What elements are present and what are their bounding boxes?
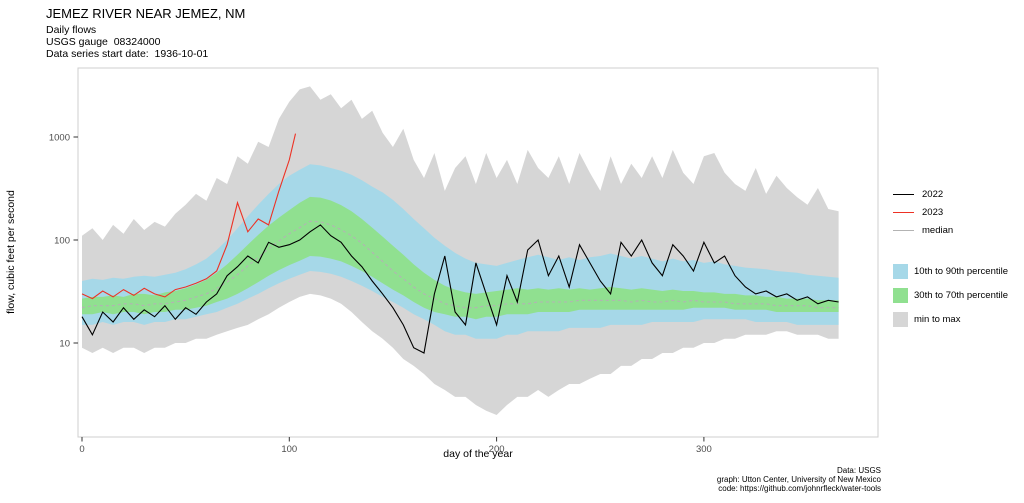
legend: 2022 2023 median 10th to 90th percentile… xyxy=(893,185,1008,331)
x-tick-label: 0 xyxy=(79,444,84,455)
legend-item-30-70-percentile: 30th to 70th percentile xyxy=(893,283,1008,307)
legend-item-min-max: min to max xyxy=(893,307,1008,331)
caption-data-source: Data: USGS xyxy=(836,466,881,475)
subtitle-line-daily-flows: Daily flows xyxy=(46,24,97,36)
subtitle-line-start-date: Data series start date: 1936-10-01 xyxy=(46,48,209,60)
legend-label-2022: 2022 xyxy=(922,188,944,200)
x-tick-label: 200 xyxy=(489,444,505,455)
caption-graph-credit: graph: Utton Center, University of New M… xyxy=(716,475,881,484)
series-2023 xyxy=(81,133,297,300)
line-key-2022 xyxy=(893,193,914,195)
line-key-median xyxy=(893,229,914,231)
caption: Data: USGS graph: Utton Center, Universi… xyxy=(717,466,881,493)
legend-label-30-70: 30th to 70th percentile xyxy=(914,289,1009,301)
chart-title: JEMEZ RIVER NEAR JEMEZ, NM xyxy=(46,6,246,21)
legend-label-min-max: min to max xyxy=(914,313,961,325)
band-min-to-max xyxy=(82,86,839,416)
legend-item-2023: 2023 xyxy=(893,203,1008,221)
series-median xyxy=(81,220,839,309)
x-axis-label: day of the year xyxy=(443,448,513,460)
series-2022 xyxy=(81,224,839,354)
caption-code-link: code: https://github.com/johnrfleck/wate… xyxy=(718,484,881,493)
subtitle-line-gauge: USGS gauge 08324000 xyxy=(46,36,161,48)
legend-item-10-90-percentile: 10th to 90th percentile xyxy=(893,259,1008,283)
line-key-2023 xyxy=(893,211,914,213)
fill-key-30-70 xyxy=(893,287,908,303)
legend-label-10-90: 10th to 90th percentile xyxy=(914,265,1009,277)
legend-fill-group: 10th to 90th percentile 30th to 70th per… xyxy=(893,259,1008,331)
band-30th-to-70th-percentile xyxy=(82,196,839,320)
legend-label-median: median xyxy=(922,224,954,236)
x-tick-label: 100 xyxy=(281,444,297,455)
plot-panel-border xyxy=(77,67,879,438)
y-tick-label: 100 xyxy=(54,236,70,247)
y-axis-label: flow, cubic feet per second xyxy=(5,190,17,314)
legend-item-2022: 2022 xyxy=(893,185,1008,203)
legend-label-2023: 2023 xyxy=(922,206,944,218)
fill-key-min-max xyxy=(893,311,908,327)
y-tick-label: 10 xyxy=(59,339,70,350)
flow-plot: 0 100 200 300 10 100 1000 xyxy=(49,67,879,455)
legend-item-median: median xyxy=(893,221,1008,239)
fill-key-10-90 xyxy=(893,263,908,279)
y-tick-label: 1000 xyxy=(49,133,70,144)
chart-subtitle: Daily flows USGS gauge 08324000 Data ser… xyxy=(46,24,208,60)
x-tick-label: 300 xyxy=(696,444,712,455)
